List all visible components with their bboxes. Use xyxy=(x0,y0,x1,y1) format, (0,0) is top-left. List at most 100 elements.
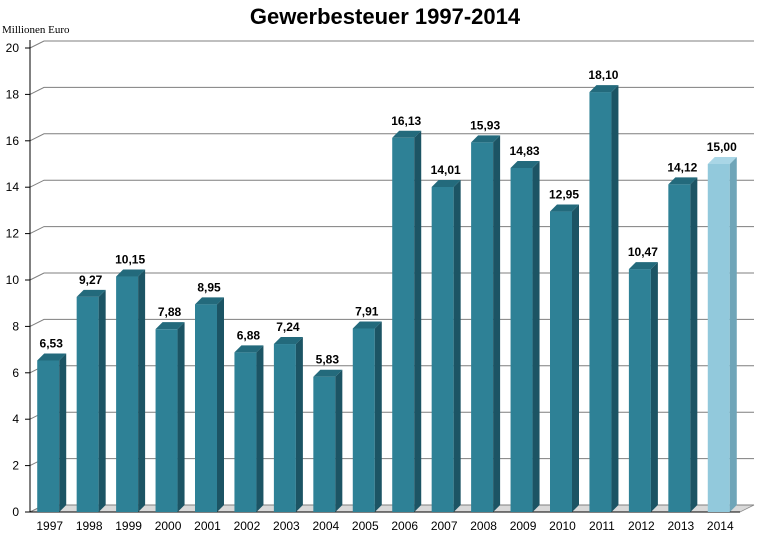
bar-2001 xyxy=(195,297,224,512)
bar-top xyxy=(550,204,579,212)
x-tick-label: 2013 xyxy=(667,519,694,533)
bar-front xyxy=(313,376,336,512)
x-tick-label: 2001 xyxy=(194,519,221,533)
bar-2014 xyxy=(707,157,737,512)
bar-front xyxy=(628,269,651,512)
data-label: 6,53 xyxy=(40,337,64,351)
x-tick-label: 2011 xyxy=(589,519,615,533)
x-tick-label: 2009 xyxy=(510,519,537,533)
data-label: 16,13 xyxy=(391,114,421,128)
bar-side xyxy=(453,179,461,512)
bar-2011 xyxy=(589,85,619,512)
bar-side xyxy=(374,321,382,512)
gridline xyxy=(29,86,754,95)
bar-2003 xyxy=(273,337,303,512)
data-label: 12,95 xyxy=(549,188,579,202)
bar-top xyxy=(155,322,185,330)
bar-top xyxy=(628,262,658,270)
bar-front xyxy=(589,92,612,512)
x-tick-label: 2003 xyxy=(273,519,300,533)
bar-top xyxy=(116,269,146,277)
bar-top xyxy=(471,135,501,143)
bar-front xyxy=(234,352,257,512)
bar-2010 xyxy=(550,204,579,512)
bars xyxy=(37,85,737,512)
gridline xyxy=(29,226,754,235)
y-tick-label: 2 xyxy=(12,459,19,473)
bar-1999 xyxy=(116,269,146,512)
bar-front xyxy=(550,211,572,512)
y-tick-label: 18 xyxy=(6,87,20,101)
bar-top xyxy=(589,85,619,93)
data-label: 14,01 xyxy=(431,163,461,177)
y-tick-label: 4 xyxy=(12,412,19,426)
bar-front xyxy=(707,164,730,512)
bar-top xyxy=(392,130,422,138)
data-labels: 6,53 9,27 10,15 7,88 8,95 6,88 7,24 5,83 7,91 16,… xyxy=(40,68,738,367)
y-tick-label: 8 xyxy=(12,319,19,333)
bar-top xyxy=(273,337,303,345)
x-tick-label: 2010 xyxy=(549,519,576,533)
data-label: 18,10 xyxy=(588,68,618,82)
x-tick-label: 1999 xyxy=(115,519,142,533)
data-label: 14,83 xyxy=(510,144,540,158)
y-tick-label: 14 xyxy=(6,180,20,194)
data-label: 10,47 xyxy=(628,245,658,259)
bar-1998 xyxy=(76,289,106,512)
bar-side xyxy=(611,85,619,512)
bar-side xyxy=(98,289,106,512)
bar-2013 xyxy=(668,177,698,512)
bar-front xyxy=(76,296,99,512)
bar-front xyxy=(155,329,178,512)
bar-2009 xyxy=(510,160,540,512)
axes xyxy=(25,40,740,513)
data-label: 7,91 xyxy=(355,304,379,318)
bar-2006 xyxy=(392,130,422,512)
bar-1997 xyxy=(37,353,67,512)
bar-front xyxy=(352,328,375,512)
bar-side xyxy=(532,160,540,512)
data-label: 10,15 xyxy=(115,253,145,267)
data-label: 5,83 xyxy=(316,353,340,367)
bar-front xyxy=(37,360,60,512)
y-tick-label: 12 xyxy=(6,227,20,241)
x-tick-label: 2004 xyxy=(312,519,339,533)
bar-front xyxy=(431,186,454,512)
bar-2004 xyxy=(313,369,343,512)
x-tick-label: 2005 xyxy=(352,519,379,533)
y-tick-labels: 0 2 4 6 8 10 12 14 16 18 20 xyxy=(6,41,20,519)
bar-side xyxy=(335,369,343,512)
bar-2008 xyxy=(471,135,501,512)
y-tick-label: 0 xyxy=(12,505,19,519)
bar-top xyxy=(195,297,224,305)
bar-side xyxy=(690,177,698,512)
bar-2002 xyxy=(234,345,264,512)
data-label: 15,93 xyxy=(470,118,500,132)
bar-front xyxy=(471,142,494,512)
bar-side xyxy=(256,345,264,512)
bar-front xyxy=(116,276,139,512)
bar-2005 xyxy=(352,321,382,512)
gridline xyxy=(29,133,754,142)
bar-top xyxy=(431,179,461,187)
bar-top xyxy=(707,157,737,164)
y-axis-unit-label: Millionen Euro xyxy=(2,24,70,36)
data-label: 8,95 xyxy=(197,280,221,294)
x-tick-label: 1998 xyxy=(76,519,103,533)
bar-2012 xyxy=(628,262,658,512)
bar-side xyxy=(729,157,737,512)
bar-side xyxy=(650,262,658,512)
data-label: 15,00 xyxy=(707,140,737,154)
x-tick-label: 2002 xyxy=(234,519,261,533)
bar-top xyxy=(668,177,698,185)
bar-side xyxy=(177,322,185,512)
bar-side xyxy=(59,353,67,512)
chart-title: Gewerbesteuer 1997-2014 xyxy=(250,4,521,29)
x-tick-label: 2000 xyxy=(155,519,182,533)
data-label: 7,24 xyxy=(276,320,300,334)
bar-top xyxy=(234,345,264,353)
bar-2000 xyxy=(155,322,185,512)
bar-top xyxy=(313,369,343,377)
bar-side xyxy=(295,337,303,512)
